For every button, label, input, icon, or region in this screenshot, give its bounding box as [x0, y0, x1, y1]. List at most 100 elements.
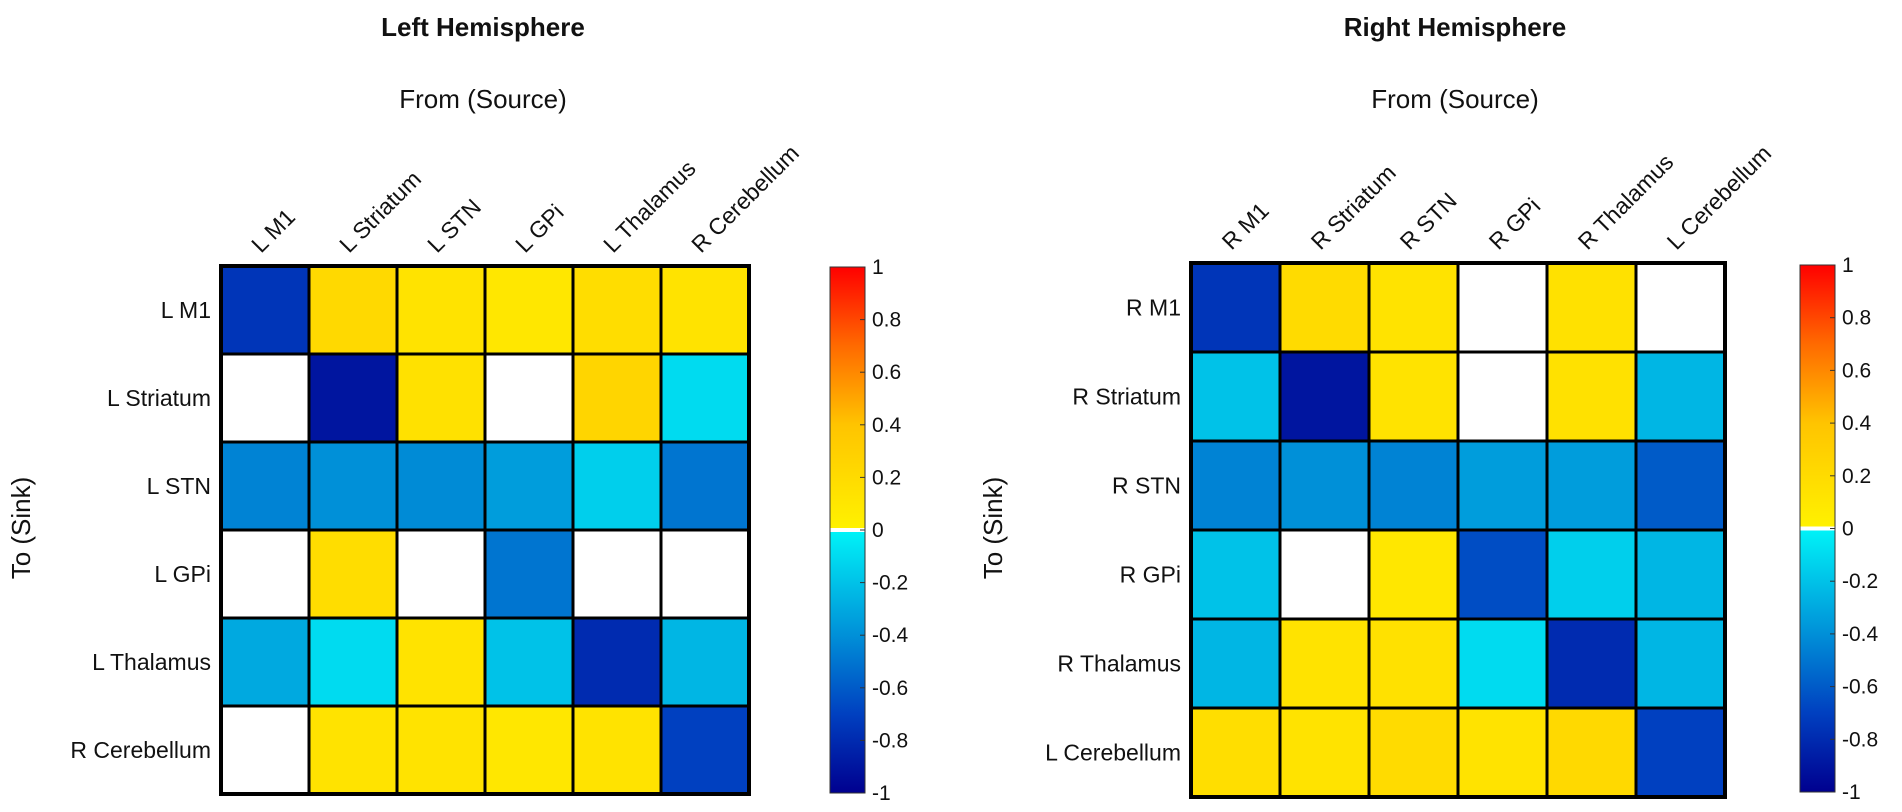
colorbar-tick-label: -0.8 [872, 729, 908, 752]
heatmap-cell [1456, 261, 1549, 354]
heatmap-cell [659, 704, 751, 796]
heatmap-cell [1634, 706, 1727, 799]
heatmap-cell [1367, 706, 1460, 799]
heatmap-frame [219, 264, 751, 796]
colorbar-tick-label: -0.6 [872, 677, 908, 700]
heatmap-cell [395, 704, 487, 796]
heatmap-cell [659, 352, 751, 444]
colorbar-tick-label: 0.6 [872, 361, 901, 384]
heatmap-cell [1189, 528, 1282, 621]
column-label: R Striatum [1306, 159, 1401, 254]
heatmap-cell [1367, 528, 1460, 621]
colorbar-tick-label: -1 [1842, 781, 1861, 804]
left-colorbar: 1 0.8 0.6 0.4 0.2 0 -0.2 -0.4 -0.6 -0.8 -1 [829, 256, 909, 805]
heatmap-cell [1189, 617, 1282, 710]
row-label: R Thalamus [1057, 651, 1181, 677]
heatmap-cell [219, 264, 311, 356]
heatmap-cell [483, 704, 575, 796]
heatmap-cell [1278, 706, 1371, 799]
colorbar-tick-label: 1 [872, 256, 884, 279]
heatmap-cell [1278, 439, 1371, 532]
heatmap-cell [659, 616, 751, 708]
heatmap-cell [483, 352, 575, 444]
colorbar-tick-label: 0.6 [1842, 359, 1871, 382]
heatmap-cell [219, 352, 311, 444]
heatmap-cell [395, 528, 487, 620]
heatmap-cell [483, 528, 575, 620]
left-title: Left Hemisphere [381, 12, 585, 42]
column-label: L Striatum [334, 166, 426, 258]
colorbar-tick-label: 1 [1842, 254, 1854, 277]
heatmap-cell [1278, 617, 1371, 710]
heatmap-cell [395, 264, 487, 356]
column-label: L M1 [246, 204, 300, 258]
row-label: R STN [1112, 473, 1181, 499]
column-label: L STN [422, 194, 486, 258]
heatmap-cell [483, 440, 575, 532]
colorbar-zero-band [830, 528, 865, 532]
heatmap-cell [659, 528, 751, 620]
heatmap-cell [659, 264, 751, 356]
heatmap-cell [219, 528, 311, 620]
left-ylabel: To (Sink) [6, 477, 36, 580]
colorbar-tick-label: -0.2 [1842, 570, 1878, 593]
colorbar-tick-label: 0.4 [872, 414, 902, 437]
heatmap-cell [483, 616, 575, 708]
column-label: L Cerebellum [1662, 140, 1777, 255]
heatmap-cell [483, 264, 575, 356]
heatmap-cell [307, 264, 399, 356]
heatmap-cell [307, 352, 399, 444]
colorbar-tick-label: -0.4 [872, 624, 909, 647]
row-label: L Thalamus [92, 649, 211, 675]
heatmap-cell [1545, 350, 1638, 443]
heatmap-cell [1367, 350, 1460, 443]
row-label: L Cerebellum [1045, 740, 1181, 766]
left-xlabel: From (Source) [399, 84, 567, 114]
heatmap-cell [571, 440, 663, 532]
colorbar-tick-label: -0.8 [1842, 728, 1878, 751]
right-xlabel: From (Source) [1371, 84, 1539, 114]
column-label: R Thalamus [1573, 149, 1679, 255]
heatmap-cell [1545, 528, 1638, 621]
heatmap-cell [219, 440, 311, 532]
column-label: R Cerebellum [686, 140, 804, 258]
heatmap-cell [571, 528, 663, 620]
heatmap-cell [1367, 439, 1460, 532]
heatmap-cell [1367, 617, 1460, 710]
heatmap-cell [1545, 617, 1638, 710]
column-label: L Thalamus [598, 155, 700, 257]
heatmap-cell [1278, 261, 1371, 354]
heatmap-cell [395, 616, 487, 708]
column-label: L GPi [510, 199, 568, 257]
heatmap-cell [1634, 617, 1727, 710]
colorbar-tick-label: 0 [872, 519, 884, 542]
heatmap-cell [219, 704, 311, 796]
colorbar-tick-label: 0.2 [1842, 465, 1871, 488]
heatmap-cell [307, 440, 399, 532]
colorbar-tick-label: 0.2 [872, 466, 901, 489]
heatmap-cell [1456, 617, 1549, 710]
row-label: L GPi [154, 561, 211, 587]
colorbar-tick-label: 0.4 [1842, 412, 1872, 435]
row-label: R M1 [1126, 295, 1181, 321]
column-label: R STN [1395, 187, 1462, 254]
heatmap-cell [1634, 261, 1727, 354]
heatmap-cell [1634, 528, 1727, 621]
heatmap-cell [1189, 350, 1282, 443]
row-label: L M1 [161, 297, 211, 323]
heatmap-cell [1456, 528, 1549, 621]
heatmap-cell [1634, 350, 1727, 443]
heatmap-cell [571, 352, 663, 444]
colorbar-tick-label: -0.2 [872, 572, 908, 595]
heatmap-cell [1189, 439, 1282, 532]
heatmap-cell [307, 528, 399, 620]
heatmap-cell [395, 352, 487, 444]
colorbar-zero-band [1800, 526, 1835, 531]
column-label: R GPi [1484, 193, 1546, 255]
heatmap-cell [659, 440, 751, 532]
right-colorbar: 1 0.8 0.6 0.4 0.2 0 -0.2 -0.4 -0.6 -0.8 -1 [1799, 254, 1879, 804]
heatmap-cell [571, 264, 663, 356]
heatmap-cell [219, 616, 311, 708]
